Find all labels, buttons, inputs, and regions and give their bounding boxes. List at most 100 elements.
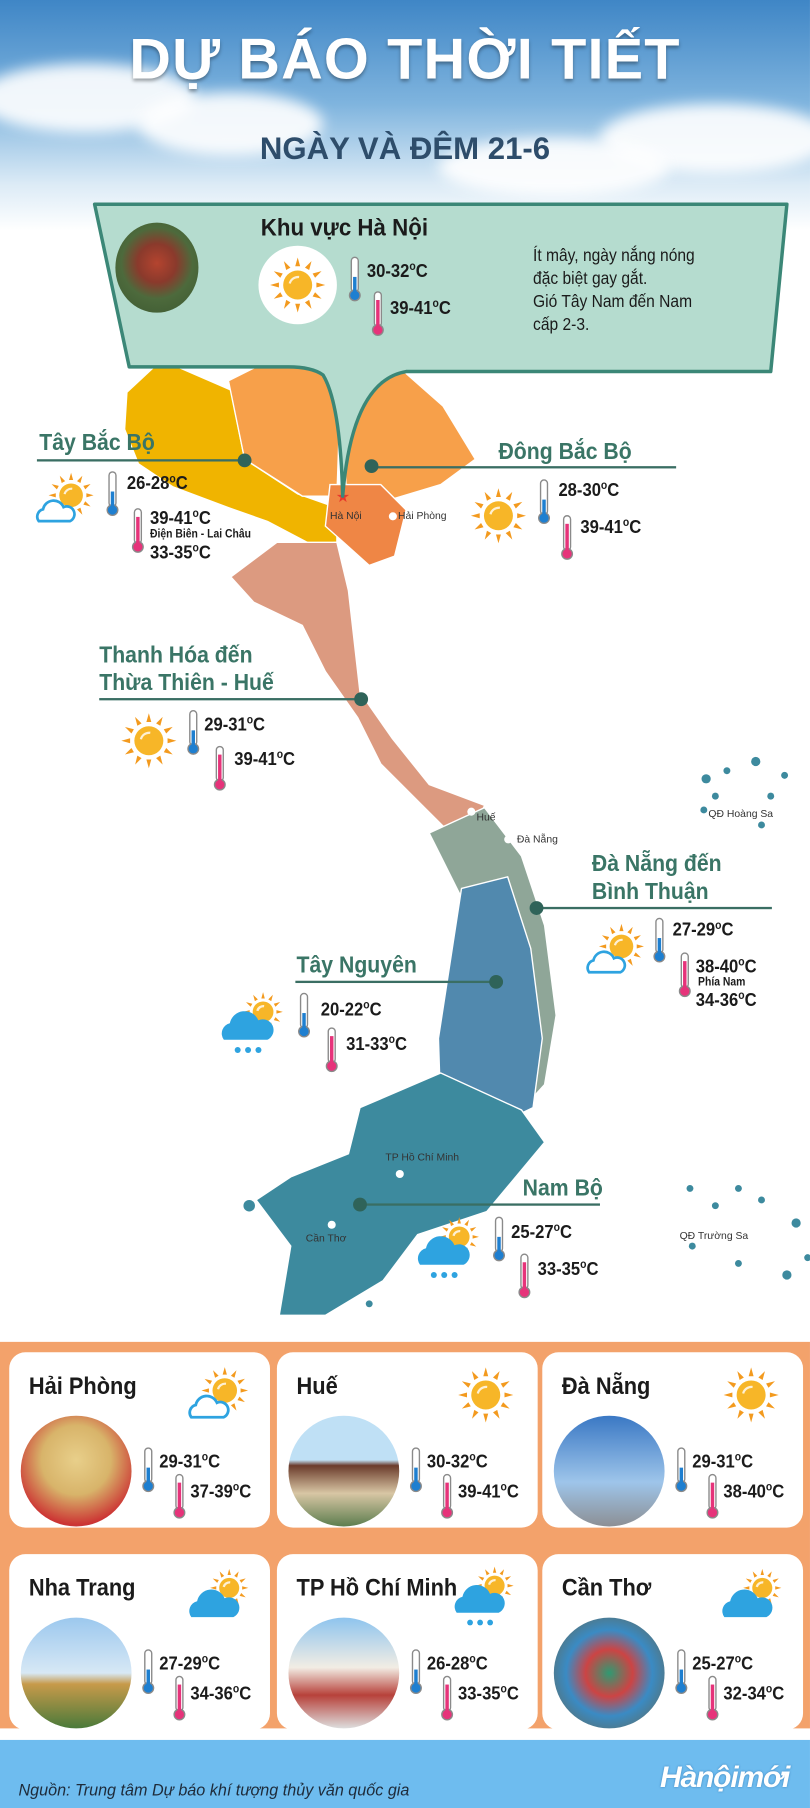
hanoi-description: Ít mây, ngày nắng nóng đặc biệt gay gắt.…: [533, 245, 695, 337]
region-marker: [489, 974, 504, 989]
weather-icon: [718, 1361, 785, 1428]
description-line: cấp 2-3.: [533, 314, 590, 335]
weather-icon: [185, 1563, 252, 1630]
weather-icon: [450, 1563, 517, 1630]
map-label-hcm: TP Hồ Chí Minh: [385, 1151, 460, 1164]
thanh-hoa-low: 29-31oC: [204, 714, 266, 735]
region-label-nam-bo: Nam Bộ: [522, 1175, 603, 1202]
thermometer-high-icon: [131, 508, 145, 554]
city-dot: [467, 807, 476, 816]
tay-nguyen-low: 20-22oC: [320, 999, 382, 1020]
dong-bac-low: 28-30oC: [558, 479, 620, 501]
thermometer-high-icon: [678, 952, 691, 998]
hanoimoi-logo: Hànộimới: [659, 1759, 790, 1795]
city-high-temp: 38-40oC: [723, 1481, 785, 1503]
sun-icon: [465, 482, 532, 549]
city-high-temp: 39-41oC: [458, 1481, 519, 1503]
city-card: Nha Trang 27-29oC 34-36oC: [9, 1554, 270, 1730]
page-title: DỰ BÁO THỜI TIẾT: [129, 26, 681, 92]
leader-line: [536, 906, 772, 910]
hanoi-high-temp: 39-41oC: [389, 297, 451, 319]
leader-line: [99, 698, 362, 701]
weather-icon: [452, 1361, 519, 1428]
thanh-hoa-high: 39-41oC: [234, 748, 296, 770]
city-low-temp: 30-32oC: [426, 1451, 488, 1473]
thermometer-low-icon: [106, 471, 119, 517]
sun-icon: [115, 707, 182, 774]
thermometer-low-icon: [142, 1447, 155, 1493]
map-label-da-nang: Đà Nẵng: [516, 833, 558, 845]
city-name: TP Hồ Chí Minh: [296, 1574, 458, 1602]
tay-bac-note: Điện Biên - Lai Châu: [149, 528, 251, 542]
city-high-temp: 32-34oC: [723, 1683, 785, 1705]
thermometer-high-icon: [173, 1675, 186, 1721]
city-dot: [388, 512, 397, 521]
rain-cloud-icon: [413, 1214, 482, 1283]
city-low-temp: 25-27oC: [692, 1653, 754, 1675]
region-label-tay-bac: Tây Bắc Bộ: [39, 430, 155, 456]
nam-bo-low: 25-27oC: [511, 1221, 572, 1243]
region-nam-bo: [255, 1072, 546, 1317]
da-nang-low: 27-29oC: [672, 919, 734, 941]
source-note: Nguồn: Trung tâm Dự báo khí tượng thủy v…: [18, 1780, 410, 1799]
hanoi-photo: [115, 222, 199, 313]
leader-line: [295, 980, 497, 984]
tay-bac-low: 26-28oC: [126, 473, 188, 494]
tay-bac-high: 39-41oC: [149, 507, 211, 529]
weather-icon: [185, 1361, 252, 1428]
nam-bo-high: 33-35oC: [537, 1258, 599, 1280]
thermometer-high-icon: [706, 1675, 719, 1721]
city-dot: [327, 1220, 336, 1229]
vietnam-map: [123, 343, 810, 1317]
city-low-temp: 29-31oC: [159, 1451, 221, 1473]
thermometer-low-icon: [298, 992, 311, 1038]
leader-line: [36, 459, 245, 462]
thermometer-low-icon: [493, 1216, 506, 1262]
dong-bac-high: 39-41oC: [580, 516, 642, 538]
map-label-ha-noi: Hà Nội: [329, 509, 362, 522]
map-label-hoang-sa: QĐ Hoàng Sa: [708, 807, 774, 820]
footer-bar: [0, 1739, 810, 1808]
map-label-truong-sa: QĐ Trường Sa: [679, 1229, 749, 1242]
city-photo: [20, 1415, 132, 1527]
tay-nguyen-high: 31-33oC: [346, 1033, 407, 1055]
thermometer-low-icon: [409, 1447, 423, 1493]
thermometer-high-icon: [706, 1473, 719, 1519]
map-label-hai-phong: Hải Phòng: [398, 509, 447, 522]
city-photo: [288, 1617, 400, 1729]
truong-sa-islands: [243, 1184, 810, 1308]
city-photo: [20, 1617, 132, 1729]
region-marker: [237, 453, 252, 468]
thermometer-low-icon: [675, 1649, 688, 1695]
thermometer-high-icon: [441, 1473, 454, 1519]
city-card: Hải Phòng 29-31oC 37-39oC: [9, 1352, 270, 1528]
hoang-sa-islands: [700, 756, 789, 829]
region-label-tay-nguyen: Tây Nguyên: [296, 953, 417, 979]
city-name: Đà Nẵng: [561, 1373, 651, 1400]
city-high-temp: 33-35oC: [458, 1683, 519, 1705]
description-line: Ít mây, ngày nắng nóng: [533, 245, 695, 266]
tay-bac-extra: 33-35oC: [149, 542, 211, 564]
rain-cloud-icon: [217, 989, 286, 1058]
city-low-temp: 29-31oC: [692, 1451, 754, 1473]
da-nang-note: Phía Nam: [698, 976, 746, 989]
region-marker: [354, 692, 369, 707]
cloud-decoration: [438, 138, 670, 197]
description-line: đặc biệt gay gắt.: [533, 268, 648, 289]
region-label-dong-bac: Đông Bắc Bộ: [498, 439, 632, 465]
thermometer-low-icon: [142, 1649, 155, 1695]
city-dot: [395, 1169, 404, 1179]
region-red-river-delta: [324, 483, 407, 567]
hanoi-title: Khu vực Hà Nội: [260, 214, 429, 242]
page-subtitle: NGÀY VÀ ĐÊM 21-6: [259, 131, 551, 167]
city-low-temp: 27-29oC: [159, 1653, 221, 1675]
thermometer-high-icon: [371, 291, 385, 337]
da-nang-high: 38-40oC: [695, 956, 757, 978]
city-name: Huế: [296, 1373, 338, 1400]
city-card: TP Hồ Chí Minh 26-28oC 33-35oC: [276, 1554, 538, 1730]
city-photo: [288, 1415, 400, 1527]
sun-cloud-icon: [583, 918, 648, 983]
map-label-can-tho: Cần Thơ: [305, 1232, 347, 1244]
thermometer-high-icon: [173, 1473, 186, 1519]
thermometer-low-icon: [187, 710, 200, 756]
